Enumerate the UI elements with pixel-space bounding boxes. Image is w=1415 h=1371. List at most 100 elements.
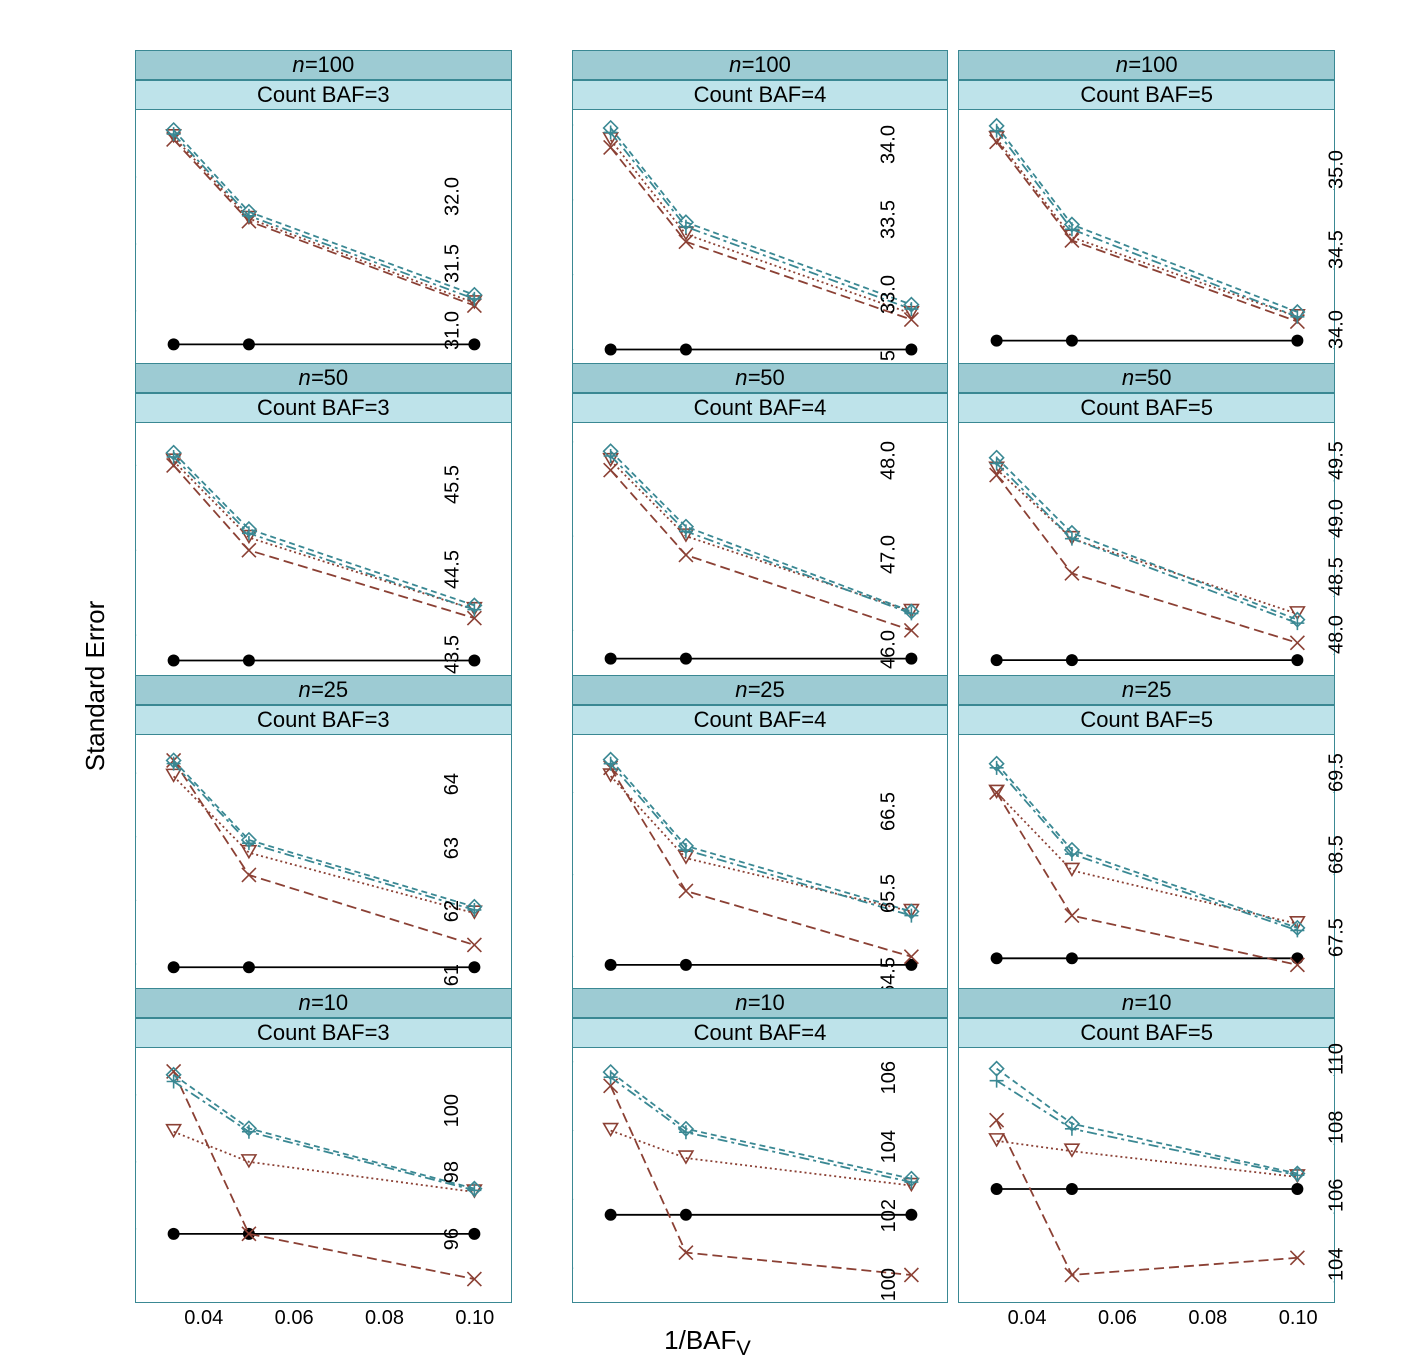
y-tick-label: 104 (1325, 1248, 1348, 1281)
y-tick-label: 106 (1325, 1179, 1348, 1212)
y-tick-label: 34.0 (878, 125, 901, 164)
panel: n=50Count BAF=5 48.0 48.5 49.0 49.5 (953, 363, 1390, 676)
plot-area: 64.565.566.5 (572, 735, 949, 991)
x-tick-label-top: 0.04 (620, 0, 659, 3)
y-tick-label: 48.0 (878, 441, 901, 480)
y-tick-label: 98 (441, 1161, 464, 1183)
strip-n: n=25 (135, 675, 512, 705)
y-tick-label: 49.0 (1325, 499, 1348, 538)
y-tick-label: 35.0 (1325, 150, 1348, 189)
x-tick-label: 0.10 (1279, 1307, 1318, 1330)
y-tick-label: 48.5 (1325, 557, 1348, 596)
panel-grid: n=100 Count BAF=3 31.0 31.5 32.0 n=100 Count B… (80, 50, 1390, 1300)
x-axis-label: 1/BAFV (664, 1325, 751, 1361)
x-tick-label: 0.08 (1188, 1307, 1227, 1330)
y-tick-label: 106 (878, 1061, 901, 1094)
strip-n: n=25 (572, 675, 949, 705)
y-tick-label: 100 (878, 1268, 901, 1301)
panel: n=50Count BAF=3 43.5 44.5 45.5 (80, 363, 517, 676)
strip-n: n=100 (135, 50, 512, 80)
y-tick-label: 63 (441, 837, 464, 859)
panel: n=100Count BAF=534.034.535.0 (953, 50, 1390, 363)
y-tick-label: 43.5 (441, 635, 464, 674)
x-tick-label-top: 0.06 (710, 0, 749, 3)
panel: n=100Count BAF=432.533.033.534.00.040.06… (517, 50, 954, 363)
panel: n=25Count BAF=567.568.569.5 (953, 675, 1390, 988)
panel: n=10Count BAF=4100102104106 (517, 988, 954, 1301)
strip-baf: Count BAF=5 (958, 705, 1335, 735)
strip-n: n=10 (572, 988, 949, 1018)
plot-area: 1041061081100.040.060.080.10 (958, 1048, 1335, 1304)
strip-baf: Count BAF=5 (958, 1018, 1335, 1048)
y-tick-label: 32.0 (441, 177, 464, 216)
y-tick-label: 34.0 (1325, 310, 1348, 349)
strip-baf: Count BAF=3 (135, 1018, 512, 1048)
x-tick-label-top: 0.08 (801, 0, 840, 3)
panel: n=50Count BAF=4 46.0 47.0 48.0 (517, 363, 954, 676)
y-tick-label: 69.5 (1325, 753, 1348, 792)
y-tick-label: 33.0 (878, 275, 901, 314)
plot-area: 61626364 (135, 735, 512, 991)
y-tick-label: 108 (1325, 1110, 1348, 1143)
y-tick-label: 96 (441, 1228, 464, 1250)
panel: n=25Count BAF=361626364 (80, 675, 517, 988)
y-tick-label: 48.0 (1325, 615, 1348, 654)
plot-area: 67.568.569.5 (958, 735, 1335, 991)
y-tick-label: 64 (441, 773, 464, 795)
plot-svg (959, 1048, 1334, 1303)
y-tick-label: 31.5 (441, 244, 464, 283)
panel: n=10Count BAF=396981000.040.060.080.10 (80, 988, 517, 1301)
plot-area: 43.5 44.5 45.5 (135, 423, 512, 679)
figure: Standard Error 1/BAFV n=100Count BAF=331… (10, 10, 1405, 1361)
y-tick-label: 66.5 (878, 792, 901, 831)
plot-svg (959, 423, 1334, 678)
y-tick-label: 34.5 (1325, 230, 1348, 269)
plot-area: 32.533.033.534.0 (572, 110, 949, 366)
y-tick-label: 110 (1325, 1043, 1348, 1075)
x-tick-label: 0.06 (275, 1307, 314, 1330)
strip-baf: Count BAF=3 (135, 393, 512, 423)
strip-n: n=50 (572, 363, 949, 393)
plot-svg (573, 735, 948, 990)
x-tick-label: 0.08 (365, 1307, 404, 1330)
y-tick-label: 31.0 (441, 311, 464, 350)
plot-area: 100102104106 (572, 1048, 949, 1304)
y-tick-label: 102 (878, 1199, 901, 1232)
strip-n: n=25 (958, 675, 1335, 705)
panel: n=10Count BAF=51041061081100.040.060.080… (953, 988, 1390, 1301)
strip-n: n=10 (135, 988, 512, 1018)
strip-baf: Count BAF=4 (572, 705, 949, 735)
plot-area: 34.034.535.0 (958, 110, 1335, 366)
x-tick-label: 0.06 (1098, 1307, 1137, 1330)
strip-n: n=50 (958, 363, 1335, 393)
strip-baf: Count BAF=4 (572, 80, 949, 110)
y-tick-label: 47.0 (878, 535, 901, 574)
x-tick-label: 0.10 (455, 1307, 494, 1330)
strip-baf: Count BAF=4 (572, 1018, 949, 1048)
strip-baf: Count BAF=5 (958, 393, 1335, 423)
y-tick-label: 44.5 (441, 550, 464, 589)
plot-area: 46.0 47.0 48.0 (572, 423, 949, 679)
y-tick-label: 61 (441, 964, 464, 986)
x-tick-label-top: 0.10 (891, 0, 930, 3)
y-tick-label: 45.5 (441, 465, 464, 504)
plot-svg (959, 110, 1334, 365)
y-tick-label: 100 (441, 1094, 464, 1127)
y-tick-label: 46.0 (878, 630, 901, 669)
panel: n=25Count BAF=464.565.566.5 (517, 675, 954, 988)
plot-area: 96981000.040.060.080.10 (135, 1048, 512, 1304)
strip-baf: Count BAF=3 (135, 705, 512, 735)
strip-baf: Count BAF=4 (572, 393, 949, 423)
strip-n: n=100 (958, 50, 1335, 80)
strip-n: n=10 (958, 988, 1335, 1018)
plot-svg (959, 735, 1334, 990)
y-tick-label: 68.5 (1325, 835, 1348, 874)
y-tick-label: 49.5 (1325, 441, 1348, 480)
plot-area: 31.0 31.5 32.0 (135, 110, 512, 366)
x-tick-label: 0.04 (1008, 1307, 1047, 1330)
y-tick-label: 33.5 (878, 200, 901, 239)
y-tick-label: 67.5 (1325, 918, 1348, 957)
strip-n: n=50 (135, 363, 512, 393)
x-tick-label: 0.04 (184, 1307, 223, 1330)
y-tick-label: 65.5 (878, 874, 901, 913)
